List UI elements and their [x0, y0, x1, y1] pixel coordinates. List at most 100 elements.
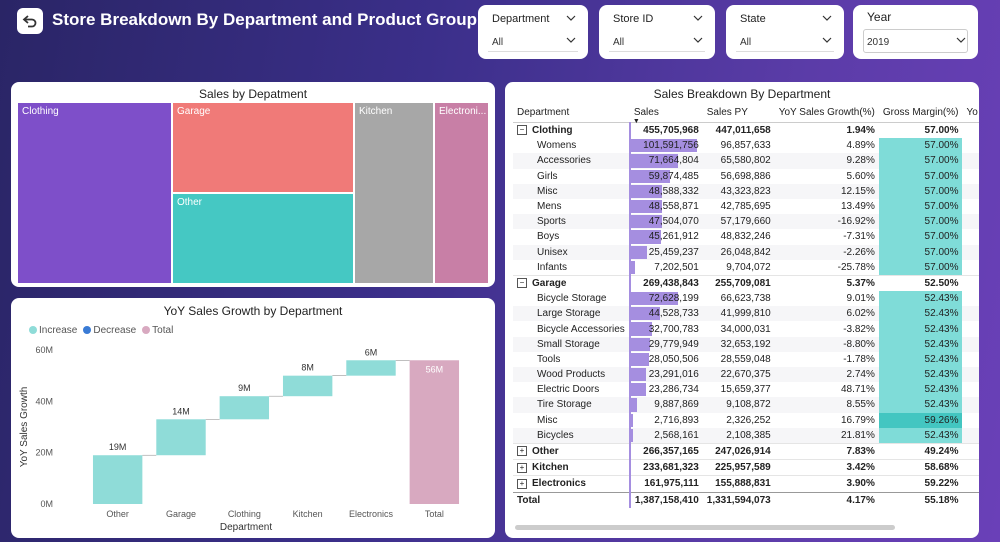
sales-py-cell: 2,326,252 — [726, 414, 771, 426]
table-row[interactable]: Wood Products 23,291,016 22,670,375 2.74% 52… — [513, 367, 979, 383]
gross-margin-cell: 52.43% — [878, 397, 963, 413]
table-row[interactable]: Misc 48,588,332 43,323,823 12.15% 57.00% — [513, 183, 979, 199]
data-bar — [630, 428, 633, 442]
col-header-department[interactable]: Department — [513, 102, 630, 123]
collapse-icon[interactable]: − — [517, 278, 527, 289]
row-label: Misc — [537, 414, 558, 426]
gross-margin-cell: 52.43% — [878, 427, 963, 444]
col-header-gross-margin[interactable]: Gross Margin(%) — [878, 102, 963, 123]
legend-item-increase[interactable]: Increase — [29, 325, 77, 336]
y-tick-label: 40M — [35, 396, 53, 406]
table-row[interactable]: Misc 2,716,893 2,326,252 16.79% 59.26% — [513, 412, 979, 428]
col-header-truncated[interactable]: Yo — [962, 102, 979, 123]
table-row[interactable]: Womens 101,591,756 96,857,633 4.89% 57.00% — [513, 138, 979, 154]
state-slicer[interactable]: State All — [726, 5, 844, 59]
group-row[interactable]: + Kitchen 233,681,323 225,957,589 3.42% 58.68… — [513, 459, 979, 476]
sales-cell: 25,459,237 — [628, 244, 703, 260]
sales-py-cell: 255,709,081 — [702, 274, 775, 292]
legend-item-total[interactable]: Total — [142, 325, 173, 336]
table-row[interactable]: Small Storage 29,779,949 32,653,192 -8.80% 5… — [513, 336, 979, 352]
gross-margin-cell: 57.00% — [878, 229, 963, 245]
data-bar — [630, 292, 679, 306]
expand-icon[interactable]: + — [517, 446, 527, 457]
department-slicer[interactable]: Department All — [478, 5, 588, 59]
group-row[interactable]: + Electronics 161,975,111 155,888,831 3.90% 5… — [513, 475, 979, 492]
data-bar — [630, 184, 663, 198]
yoy-growth-cell: 1.94% — [774, 122, 879, 139]
chevron-down-icon — [822, 37, 832, 43]
data-bar — [630, 169, 670, 183]
group-row[interactable]: − Clothing 455,705,968 447,011,658 1.94% 57.0… — [513, 122, 979, 139]
horizontal-scrollbar[interactable] — [515, 525, 895, 530]
row-label: Bicycle Storage — [537, 293, 607, 305]
sales-cell: 72,628,199 — [628, 291, 703, 307]
truncated-cell — [962, 442, 979, 460]
slicer-dropdown[interactable] — [863, 29, 968, 53]
treemap-cell-electronics[interactable]: Electroni... — [435, 103, 488, 285]
data-bar — [630, 413, 633, 427]
table-row[interactable]: Large Storage 44,528,733 41,999,810 6.02% 52… — [513, 306, 979, 322]
sales-py-cell: 28,559,048 — [720, 353, 771, 365]
y-tick-label: 60M — [35, 345, 53, 355]
slicer-label: Year — [867, 10, 892, 24]
truncated-cell — [962, 397, 979, 413]
gross-margin-cell: 55.18% — [878, 491, 963, 508]
slicer-dropdown[interactable] — [488, 31, 578, 52]
truncated-cell — [962, 169, 979, 184]
sales-cell: 23,291,016 — [628, 367, 703, 383]
col-header-sales-py[interactable]: Sales PY — [702, 102, 775, 123]
row-label: Mens — [537, 201, 562, 213]
table-row[interactable]: Unisex 25,459,237 26,048,842 -2.26% 57.00% — [513, 244, 979, 260]
y-axis-label: YoY Sales Growth — [19, 387, 30, 468]
treemap-cell-kitchen[interactable]: Kitchen — [355, 103, 435, 285]
table-row[interactable]: Bicycle Accessories 32,700,783 34,000,031 -… — [513, 321, 979, 337]
table-row[interactable]: Sports 47,504,070 57,179,660 -16.92% 57.00% — [513, 214, 979, 230]
sales-py-cell: 48,832,246 — [720, 231, 771, 243]
data-bar — [630, 154, 678, 168]
group-row[interactable]: − Garage 269,438,843 255,709,081 5.37% 52.50% — [513, 274, 979, 292]
slicer-dropdown[interactable] — [609, 31, 705, 52]
gross-margin-cell: 57.00% — [878, 122, 963, 139]
truncated-cell — [962, 413, 979, 428]
yoy-growth-cell: 12.15% — [774, 183, 879, 199]
gross-margin-cell: 58.68% — [878, 459, 963, 476]
table-row[interactable]: Tools 28,050,506 28,559,048 -1.78% 52.43% — [513, 351, 979, 367]
row-label: Large Storage — [513, 306, 630, 322]
group-row[interactable]: + Other 266,357,165 247,026,914 7.83% 49.24% — [513, 442, 979, 460]
col-header-yoy-growth[interactable]: YoY Sales Growth(%) — [774, 102, 879, 123]
total-row[interactable]: Total 1,387,158,410 1,331,594,073 4.17% 55.1… — [513, 491, 979, 508]
slicer-dropdown[interactable] — [736, 31, 834, 52]
gross-margin-cell: 57.00% — [878, 138, 963, 154]
row-label: Boys — [537, 231, 560, 243]
treemap-cell-other[interactable]: Other — [173, 194, 355, 285]
sales-cell: 44,528,733 — [628, 306, 703, 322]
slicer-value: All — [613, 37, 625, 48]
table-row[interactable]: Mens 48,558,871 42,785,695 13.49% 57.00% — [513, 198, 979, 215]
store-id-slicer[interactable]: Store ID All — [599, 5, 715, 59]
treemap-cell-clothing[interactable]: Clothing — [18, 103, 173, 285]
table-row[interactable]: Girls 59,874,485 56,698,886 5.60% 57.00% — [513, 168, 979, 184]
truncated-cell — [962, 336, 979, 352]
gross-margin-cell: 57.00% — [878, 198, 963, 215]
table-row[interactable]: Infants 7,202,501 9,704,072 -25.78% 57.00% — [513, 259, 979, 276]
treemap-cell-garage[interactable]: Garage — [173, 103, 355, 194]
table-row[interactable]: Tire Storage 9,887,869 9,108,872 8.55% 52.43… — [513, 397, 979, 413]
table-row[interactable]: Electric Doors 23,286,734 15,659,377 48.71%… — [513, 382, 979, 398]
table-row[interactable]: Boys 45,261,912 48,832,246 -7.31% 57.00% — [513, 229, 979, 245]
table-row[interactable]: Accessories 71,664,804 65,580,802 9.28% 57.0… — [513, 153, 979, 169]
page-title: Store Breakdown By Department and Produc… — [52, 10, 478, 29]
legend-item-decrease[interactable]: Decrease — [83, 325, 136, 336]
expand-icon[interactable]: + — [517, 462, 527, 473]
year-slicer[interactable]: Year 2019 — [853, 5, 978, 59]
sales-cell: 2,568,161 — [628, 427, 703, 444]
table-row[interactable]: Bicycles 2,568,161 2,108,385 21.81% 52.43% — [513, 427, 979, 444]
sales-cell: 48,558,871 — [628, 198, 703, 215]
waterfall-bar — [409, 360, 460, 504]
row-label: Electric Doors — [537, 384, 600, 396]
expand-icon[interactable]: + — [517, 478, 527, 489]
back-button[interactable] — [17, 8, 43, 34]
collapse-icon[interactable]: − — [517, 125, 527, 136]
col-header-sales[interactable]: Sales ▼ — [629, 102, 703, 125]
data-bar — [630, 352, 650, 366]
table-row[interactable]: Bicycle Storage 72,628,199 66,623,738 9.01%… — [513, 291, 979, 307]
